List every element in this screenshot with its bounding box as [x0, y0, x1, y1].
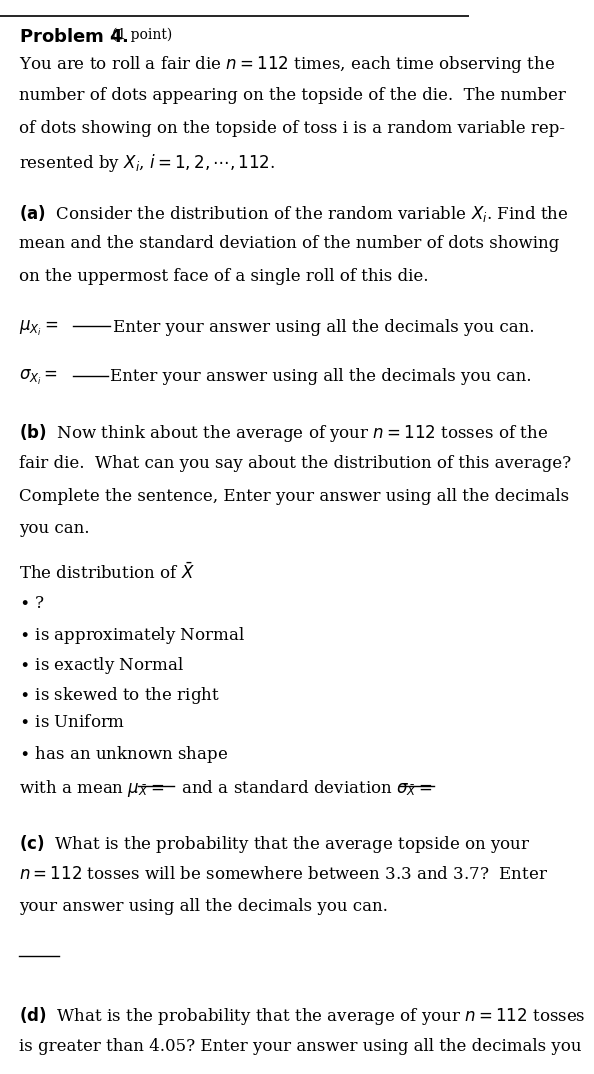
Text: Complete the sentence, Enter your answer using all the decimals: Complete the sentence, Enter your answer…	[19, 488, 569, 505]
Text: $\sigma_{X_i} = $: $\sigma_{X_i} = $	[19, 368, 58, 387]
Text: number of dots appearing on the topside of the die.  The number: number of dots appearing on the topside …	[19, 87, 565, 104]
Text: $\bullet$ is skewed to the right: $\bullet$ is skewed to the right	[19, 684, 220, 706]
Text: and a standard deviation $\sigma_{\bar{X}} = $: and a standard deviation $\sigma_{\bar{X…	[176, 779, 433, 798]
Text: $\bullet$ is Uniform: $\bullet$ is Uniform	[19, 714, 125, 731]
Text: fair die.  What can you say about the distribution of this average?: fair die. What can you say about the dis…	[19, 455, 571, 473]
Text: $\bullet$ is approximately Normal: $\bullet$ is approximately Normal	[19, 625, 245, 647]
Text: $\mu_{X_i} = $: $\mu_{X_i} = $	[19, 319, 58, 337]
Text: can.: can.	[19, 1071, 54, 1074]
Text: resented by $X_i$, $i = 1, 2, \cdots, 112$.: resented by $X_i$, $i = 1, 2, \cdots, 11…	[19, 153, 275, 174]
Text: you can.: you can.	[19, 520, 89, 537]
Text: is greater than 4.05? Enter your answer using all the decimals you: is greater than 4.05? Enter your answer …	[19, 1037, 582, 1055]
Text: of dots showing on the topside of toss i is a random variable rep-: of dots showing on the topside of toss i…	[19, 119, 565, 136]
Text: The distribution of $\bar{X}$: The distribution of $\bar{X}$	[19, 563, 195, 583]
Text: $n = 112$ tosses will be somewhere between 3.3 and 3.7?  Enter: $n = 112$ tosses will be somewhere betwe…	[19, 866, 548, 883]
Text: $\bullet$ ?: $\bullet$ ?	[19, 595, 45, 612]
Text: $\bullet$ has an unknown shape: $\bullet$ has an unknown shape	[19, 744, 228, 765]
Text: mean and the standard deviation of the number of dots showing: mean and the standard deviation of the n…	[19, 235, 559, 252]
Text: your answer using all the decimals you can.: your answer using all the decimals you c…	[19, 898, 388, 915]
Text: Enter your answer using all the decimals you can.: Enter your answer using all the decimals…	[113, 319, 534, 335]
Text: on the uppermost face of a single roll of this die.: on the uppermost face of a single roll o…	[19, 268, 428, 285]
Text: $\mathbf{Problem\ 4.}$: $\mathbf{Problem\ 4.}$	[19, 28, 128, 46]
Text: $\mathbf{(d)}$  What is the probability that the average of your $n = 112$ tosse: $\mathbf{(d)}$ What is the probability t…	[19, 1005, 585, 1027]
Text: $\mathbf{(a)}$  Consider the distribution of the random variable $X_i$. Find the: $\mathbf{(a)}$ Consider the distribution…	[19, 203, 568, 223]
Text: $\mathbf{(b)}$  Now think about the average of your $n = 112$ tosses of the: $\mathbf{(b)}$ Now think about the avera…	[19, 422, 548, 445]
Text: $\bullet$ is exactly Normal: $\bullet$ is exactly Normal	[19, 655, 184, 676]
Text: with a mean $\mu_{\bar{X}} = $: with a mean $\mu_{\bar{X}} = $	[19, 779, 164, 799]
Text: Enter your answer using all the decimals you can.: Enter your answer using all the decimals…	[110, 368, 532, 384]
Text: (1 point): (1 point)	[112, 28, 172, 42]
Text: You are to roll a fair die $n = 112$ times, each time observing the: You are to roll a fair die $n = 112$ tim…	[19, 55, 555, 75]
Text: $\mathbf{(c)}$  What is the probability that the average topside on your: $\mathbf{(c)}$ What is the probability t…	[19, 833, 530, 855]
